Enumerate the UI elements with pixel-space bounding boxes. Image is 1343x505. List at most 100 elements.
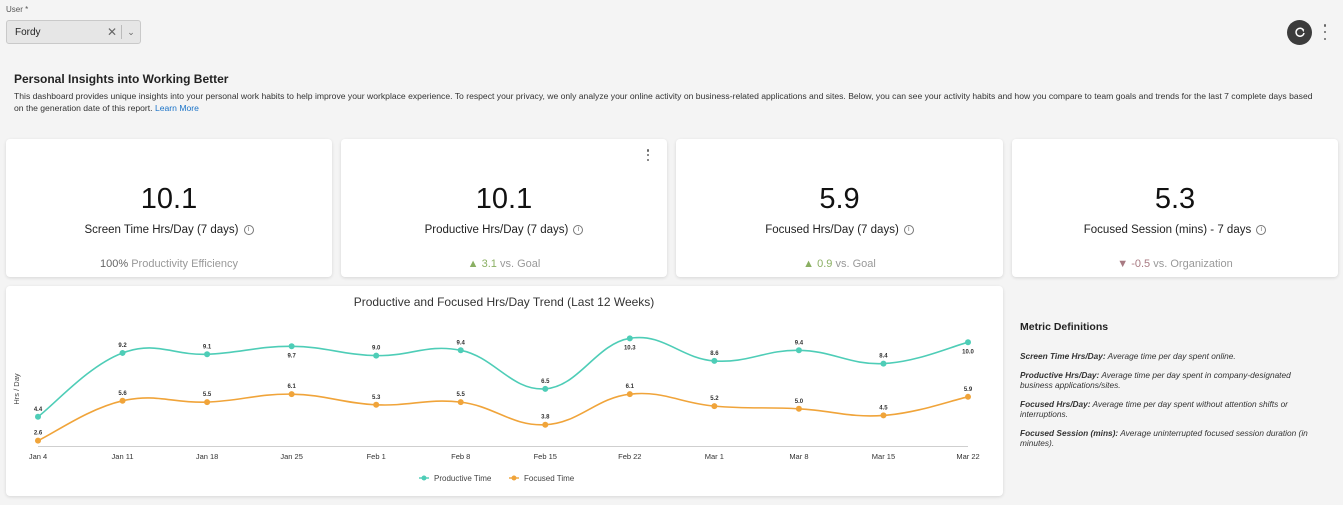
user-filter-label: User *: [6, 5, 29, 14]
x-tick-label: Feb 15: [534, 452, 557, 461]
x-tick-label: Jan 18: [196, 452, 219, 461]
data-point: [965, 339, 971, 346]
data-label: 9.4: [457, 340, 466, 346]
triangle-down-icon: ▼: [1117, 258, 1129, 270]
kpi-value: 5.9: [819, 183, 860, 215]
kpi-card-focused-session: 5.3 Focused Session (mins) - 7 days i ▼ -…: [1012, 139, 1338, 277]
data-label: 4.4: [34, 407, 43, 413]
x-tick-label: Feb 22: [618, 452, 641, 461]
data-point: [35, 413, 41, 420]
data-point: [542, 421, 549, 428]
data-label: 9.0: [372, 346, 381, 352]
data-label: 10.0: [962, 349, 974, 355]
select-divider: [121, 25, 122, 39]
definitions-title: Metric Definitions: [1020, 321, 1109, 333]
data-label: 2.6: [34, 431, 43, 437]
info-icon[interactable]: i: [573, 224, 584, 235]
learn-more-link[interactable]: Learn More: [154, 102, 199, 113]
x-tick-label: Feb 8: [451, 452, 470, 461]
data-label: 5.2: [710, 396, 719, 402]
definition-item: Productive Hrs/Day: Average time per day…: [1020, 369, 1291, 391]
data-point: [795, 405, 802, 412]
kpi-subtext: ▲ 3.1 vs. Goal: [467, 258, 541, 270]
triangle-up-icon: ▲: [803, 258, 815, 270]
data-point: [711, 357, 718, 364]
data-label: 5.3: [372, 395, 381, 401]
kpi-value: 10.1: [475, 183, 533, 215]
x-tick-label: Feb 1: [367, 452, 386, 461]
data-point: [373, 352, 380, 359]
data-label: 8.4: [879, 354, 888, 360]
data-point: [542, 385, 549, 392]
user-select-value: Fordy: [15, 26, 41, 38]
trend-chart-card: Productive and Focused Hrs/Day Trend (La…: [6, 286, 1003, 496]
legend-label: Productive Time: [434, 474, 492, 483]
kpi-card-screen-time: 10.1 Screen Time Hrs/Day (7 days) i 100% …: [6, 139, 332, 277]
data-label: 9.7: [287, 353, 296, 359]
x-tick-label: Jan 11: [112, 452, 134, 461]
data-label: 6.1: [626, 384, 635, 390]
data-point: [35, 437, 41, 444]
info-icon[interactable]: i: [903, 224, 914, 235]
series-line-focused: [37, 392, 969, 442]
data-label: 9.4: [795, 340, 804, 346]
metric-definitions: Metric Definitions Screen Time Hrs/Day: …: [1020, 321, 1320, 457]
refresh-icon: [1294, 27, 1305, 37]
x-tick-label: Mar 22: [956, 452, 979, 461]
definition-item: Screen Time Hrs/Day: Average time per da…: [1020, 351, 1236, 361]
info-icon[interactable]: i: [243, 224, 254, 235]
definition-item: Focused Session (mins): Average uninterr…: [1020, 427, 1308, 449]
legend-marker: [511, 475, 517, 481]
description-text: This dashboard provides unique insights …: [14, 91, 1313, 113]
data-label: 3.8: [541, 415, 550, 421]
data-point: [373, 401, 380, 408]
chevron-down-icon[interactable]: ⌄: [127, 26, 135, 37]
page-description: This dashboard provides unique insights …: [14, 91, 1314, 114]
data-point: [119, 397, 126, 404]
kpi-label: Focused Hrs/Day (7 days) i: [676, 224, 1003, 236]
kpi-value: 5.3: [1154, 183, 1196, 215]
data-point: [711, 403, 718, 410]
kpi-card-focused: 5.9 Focused Hrs/Day (7 days) i ▲ 0.9 vs. …: [676, 139, 1003, 277]
data-label: 4.5: [879, 405, 888, 411]
data-label: 8.6: [710, 351, 719, 357]
kpi-label: Screen Time Hrs/Day (7 days) i: [6, 224, 332, 236]
user-select[interactable]: Fordy ✕ ⌄: [6, 20, 141, 44]
data-label: 9.2: [118, 343, 127, 349]
x-tick-label: Mar 1: [705, 452, 724, 461]
trend-chart: Productive and Focused Hrs/Day Trend (La…: [12, 295, 980, 483]
data-label: 6.1: [287, 384, 296, 390]
data-point: [457, 399, 464, 406]
data-label: 5.0: [795, 399, 804, 405]
legend-marker: [421, 475, 427, 481]
more-vertical-icon[interactable]: [645, 149, 651, 161]
info-icon[interactable]: i: [1256, 224, 1267, 235]
x-tick-label: Mar 8: [789, 452, 808, 461]
data-point: [204, 399, 211, 406]
data-label: 5.5: [457, 392, 466, 398]
data-point: [457, 347, 464, 354]
data-label: 10.3: [624, 345, 636, 351]
page-title: Personal Insights into Working Better: [14, 72, 229, 86]
kpi-label: Productive Hrs/Day (7 days) i: [341, 224, 667, 236]
data-label: 6.5: [541, 379, 550, 385]
definition-item: Focused Hrs/Day: Average time per day sp…: [1020, 398, 1288, 420]
data-label: 5.6: [118, 391, 127, 397]
kpi-label: Focused Session (mins) - 7 days i: [1012, 224, 1338, 236]
kpi-subtext: ▲ 0.9 vs. Goal: [803, 258, 876, 270]
data-point: [880, 360, 887, 367]
kpi-subtext: 100% Productivity Efficiency: [100, 258, 238, 270]
data-point: [204, 351, 211, 358]
refresh-button[interactable]: [1287, 20, 1312, 45]
data-point: [626, 391, 633, 398]
data-point: [795, 347, 802, 354]
data-point: [288, 343, 295, 350]
more-vertical-icon[interactable]: [1320, 24, 1330, 40]
kpi-card-productive: 10.1 Productive Hrs/Day (7 days) i ▲ 3.1 …: [341, 139, 667, 277]
x-tick-label: Mar 15: [872, 452, 895, 461]
data-point: [626, 335, 633, 342]
data-label: 5.5: [203, 392, 212, 398]
close-icon[interactable]: ✕: [106, 25, 118, 39]
data-label: 5.9: [964, 387, 973, 393]
chart-title: Productive and Focused Hrs/Day Trend (La…: [354, 295, 655, 309]
